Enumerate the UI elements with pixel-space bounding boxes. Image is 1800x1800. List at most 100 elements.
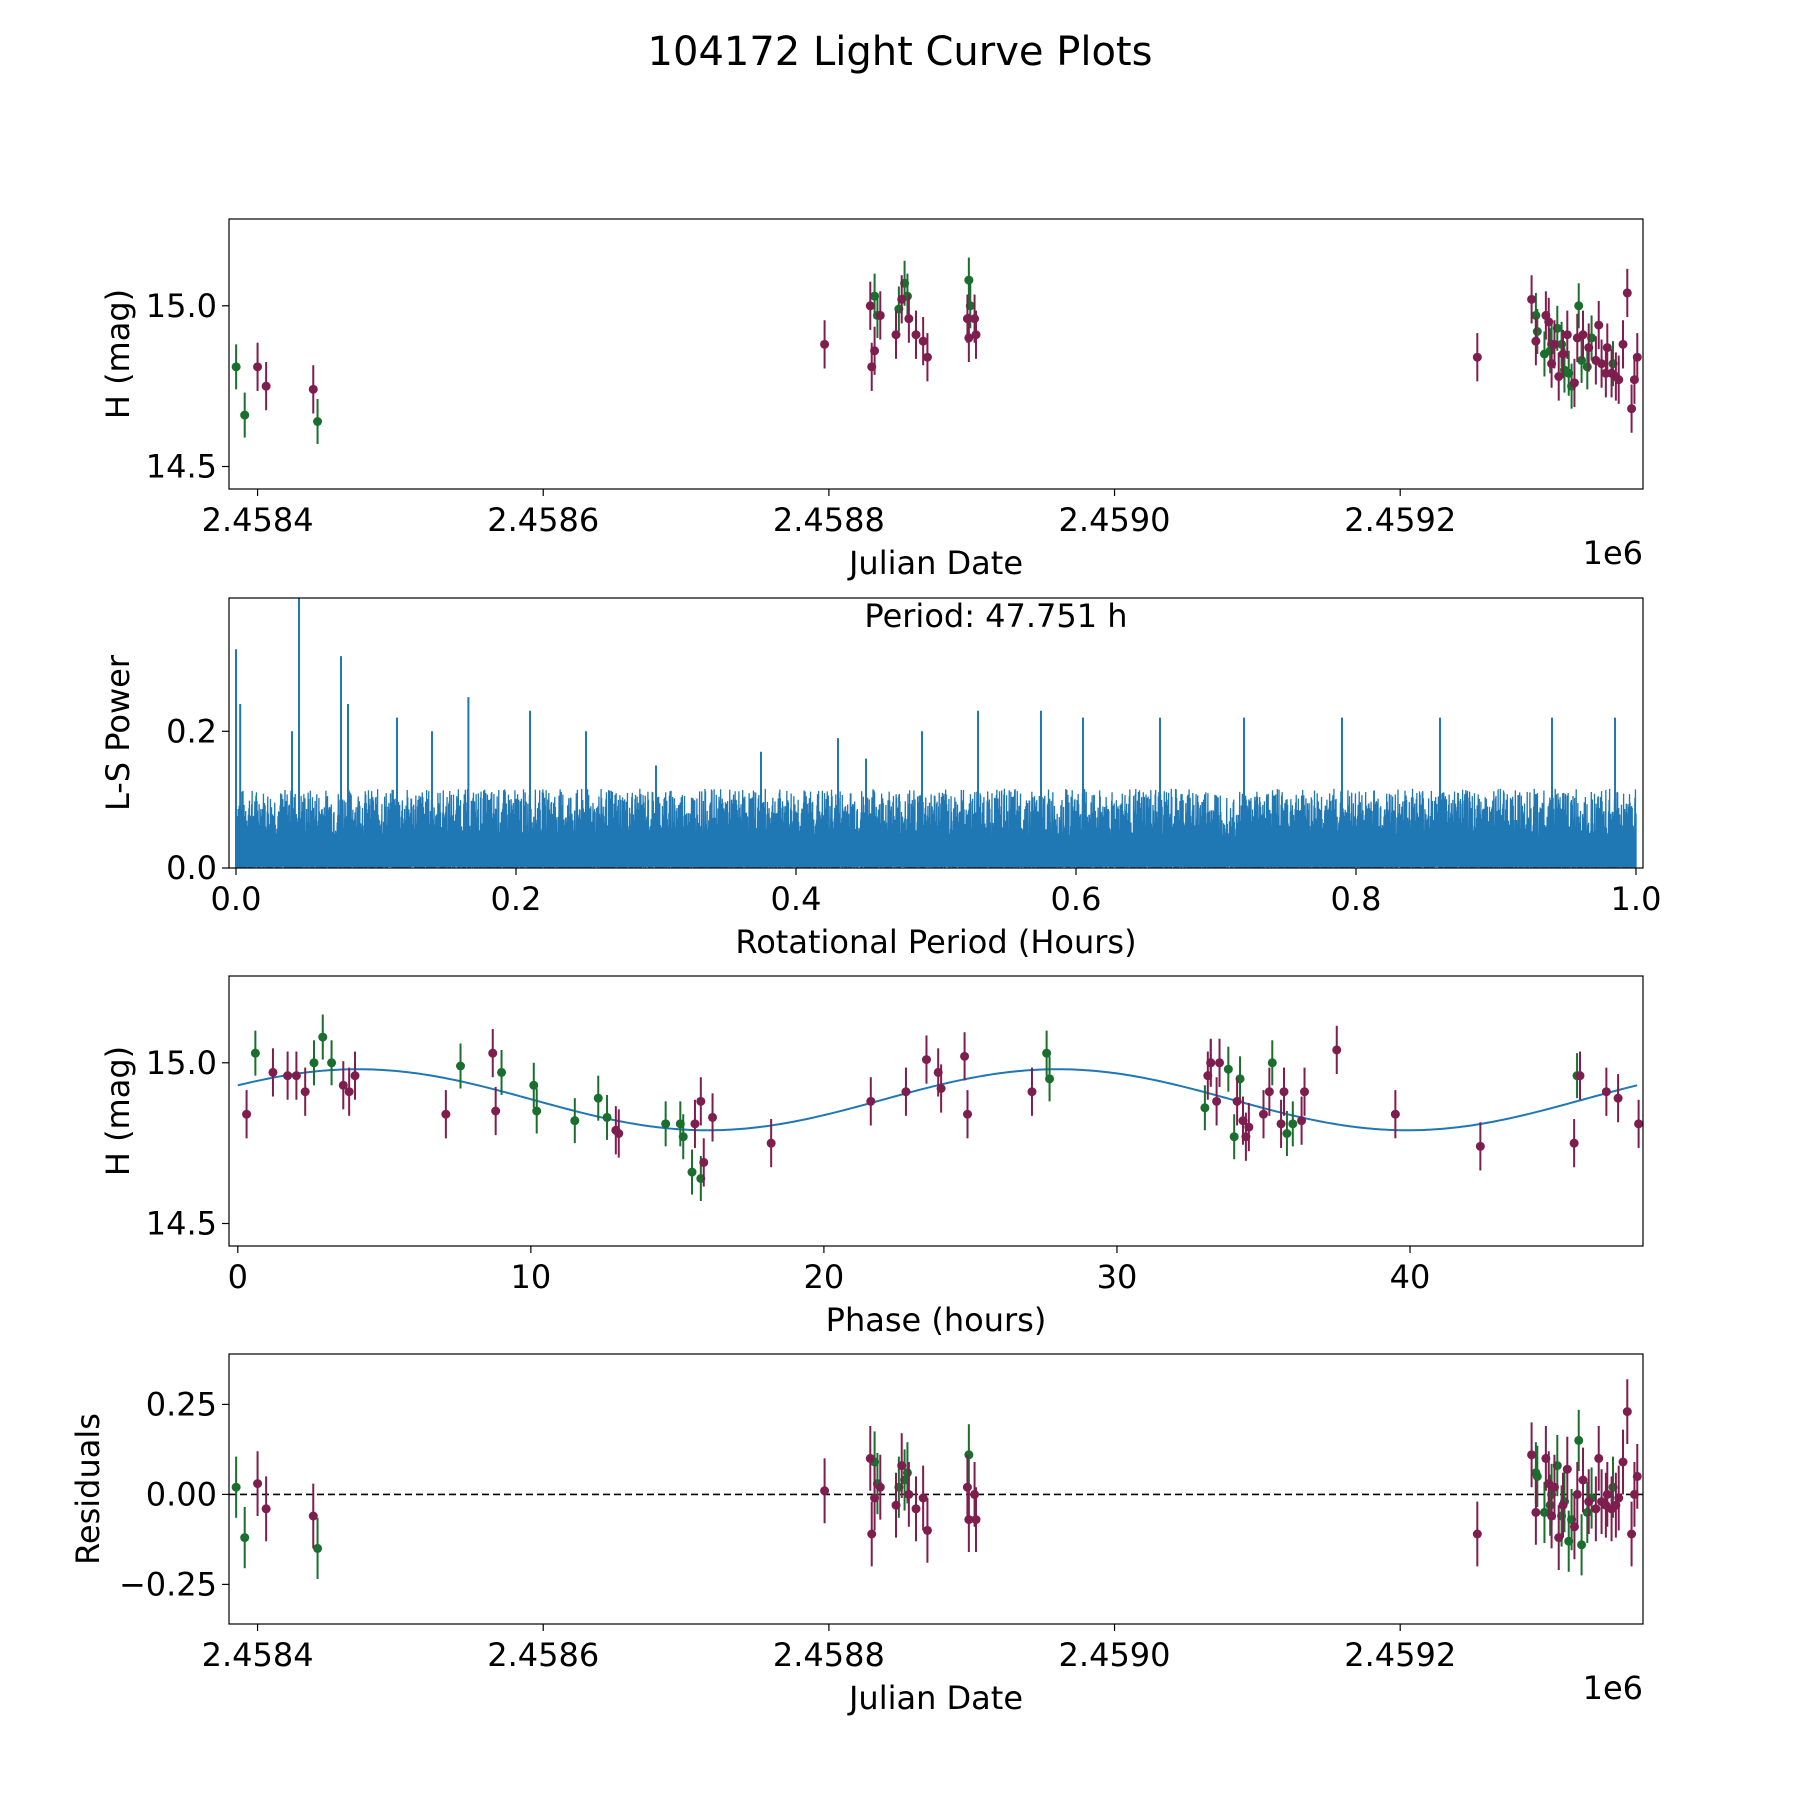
data-point xyxy=(911,1504,921,1514)
data-point xyxy=(1582,362,1592,372)
data-point xyxy=(1591,1504,1601,1514)
data-point xyxy=(1472,352,1482,362)
data-point xyxy=(1594,320,1604,330)
data-point xyxy=(971,330,981,340)
x-tick-label: 2.4588 xyxy=(773,1636,885,1674)
y-tick-label: 14.5 xyxy=(146,1205,217,1243)
data-point xyxy=(488,1048,498,1058)
data-point xyxy=(918,336,928,346)
y-tick-label: 15.0 xyxy=(146,1044,217,1082)
axes-frame xyxy=(228,218,1644,490)
data-point xyxy=(870,1493,880,1503)
data-point xyxy=(1531,336,1541,346)
data-point xyxy=(1206,1058,1216,1068)
data-point xyxy=(1276,1119,1286,1129)
data-point xyxy=(1597,359,1607,369)
data-point xyxy=(1297,1116,1307,1126)
data-point xyxy=(1632,352,1642,362)
x-tick-label: 2.4586 xyxy=(487,501,599,539)
data-point xyxy=(902,1468,912,1478)
x-tick-label: 0 xyxy=(228,1258,248,1296)
data-point xyxy=(231,1482,241,1492)
data-point xyxy=(699,1157,709,1167)
data-point xyxy=(678,1132,688,1142)
data-point xyxy=(1613,1093,1623,1103)
power-line xyxy=(235,788,1637,868)
data-point xyxy=(921,1055,931,1065)
data-point xyxy=(240,410,250,420)
data-point xyxy=(1558,349,1568,359)
data-point xyxy=(327,1058,337,1068)
y-axis-label: H (mag) xyxy=(99,289,137,419)
data-point xyxy=(875,1482,885,1492)
x-tick-label: 20 xyxy=(804,1258,845,1296)
data-point xyxy=(661,1119,671,1129)
x-axis-label: Phase (hours) xyxy=(826,1301,1047,1339)
x-offset-label: 1e6 xyxy=(1583,534,1643,572)
data-point xyxy=(261,1504,271,1514)
data-point xyxy=(1549,339,1559,349)
data-point xyxy=(1267,1058,1277,1068)
y-tick-label: 0.2 xyxy=(166,712,217,750)
x-tick-label: 0.6 xyxy=(1051,880,1102,918)
data-point xyxy=(1279,1087,1289,1097)
data-point xyxy=(1258,1109,1268,1119)
data-point xyxy=(1532,327,1542,336)
data-point xyxy=(1572,1489,1582,1499)
x-axis-label: Rotational Period (Hours) xyxy=(735,923,1136,961)
data-point xyxy=(1632,1471,1642,1481)
data-point xyxy=(901,1087,911,1097)
data-point xyxy=(250,1048,260,1058)
y-tick-label: −0.25 xyxy=(119,1565,217,1603)
axes-frame xyxy=(228,597,1644,869)
data-point xyxy=(1472,1529,1482,1539)
data-point xyxy=(1574,1435,1584,1445)
data-point xyxy=(1574,301,1584,311)
y-tick-label: 15.0 xyxy=(146,287,217,325)
data-point xyxy=(1614,1493,1624,1503)
axes-frame xyxy=(228,1353,1644,1625)
x-tick-label: 0.4 xyxy=(771,880,822,918)
x-axis-label: Julian Date xyxy=(847,544,1023,582)
data-point xyxy=(964,1450,974,1460)
y-tick-label: 14.5 xyxy=(146,448,217,486)
data-point xyxy=(1554,372,1564,381)
data-point xyxy=(1602,1489,1612,1499)
data-point xyxy=(960,1051,970,1061)
data-point xyxy=(1601,1087,1611,1097)
data-point xyxy=(318,1032,328,1042)
data-point xyxy=(865,1453,875,1463)
data-point xyxy=(865,301,875,311)
data-point xyxy=(964,275,974,285)
data-point xyxy=(690,1119,700,1129)
x-tick-label: 30 xyxy=(1097,1258,1138,1296)
data-point xyxy=(904,314,914,324)
x-tick-label: 2.4592 xyxy=(1344,501,1456,539)
plot-area xyxy=(231,257,1642,444)
data-point xyxy=(1288,1119,1298,1129)
data-point xyxy=(1569,1138,1579,1148)
data-point xyxy=(313,417,323,426)
data-point xyxy=(344,1087,354,1097)
x-offset-label: 1e6 xyxy=(1583,1669,1643,1707)
data-point xyxy=(970,1489,980,1499)
data-point xyxy=(897,1461,907,1471)
x-tick-label: 2.4584 xyxy=(202,501,314,539)
data-point xyxy=(242,1109,252,1119)
data-point xyxy=(820,1486,830,1496)
data-point xyxy=(456,1061,466,1071)
data-point xyxy=(570,1116,580,1126)
data-point xyxy=(1282,1129,1292,1138)
period-annotation: Period: 47.751 h xyxy=(864,597,1127,635)
data-point xyxy=(1527,294,1537,304)
data-point xyxy=(963,1109,973,1119)
data-point xyxy=(253,362,263,372)
data-point xyxy=(1390,1109,1400,1119)
data-point xyxy=(1212,1096,1222,1106)
axes-periodogram: Period: 47.751 h 0.0 0.2 0.4 0.6 0.8 1.0 0.0 0.2… xyxy=(99,597,1661,961)
data-point xyxy=(875,310,885,320)
axes-phased: 0 10 20 30 40 14.5 15.0 Phase (hours) H (mag) xyxy=(99,975,1644,1339)
data-point xyxy=(904,1489,914,1499)
x-tick-label: 2.4584 xyxy=(202,1636,314,1674)
